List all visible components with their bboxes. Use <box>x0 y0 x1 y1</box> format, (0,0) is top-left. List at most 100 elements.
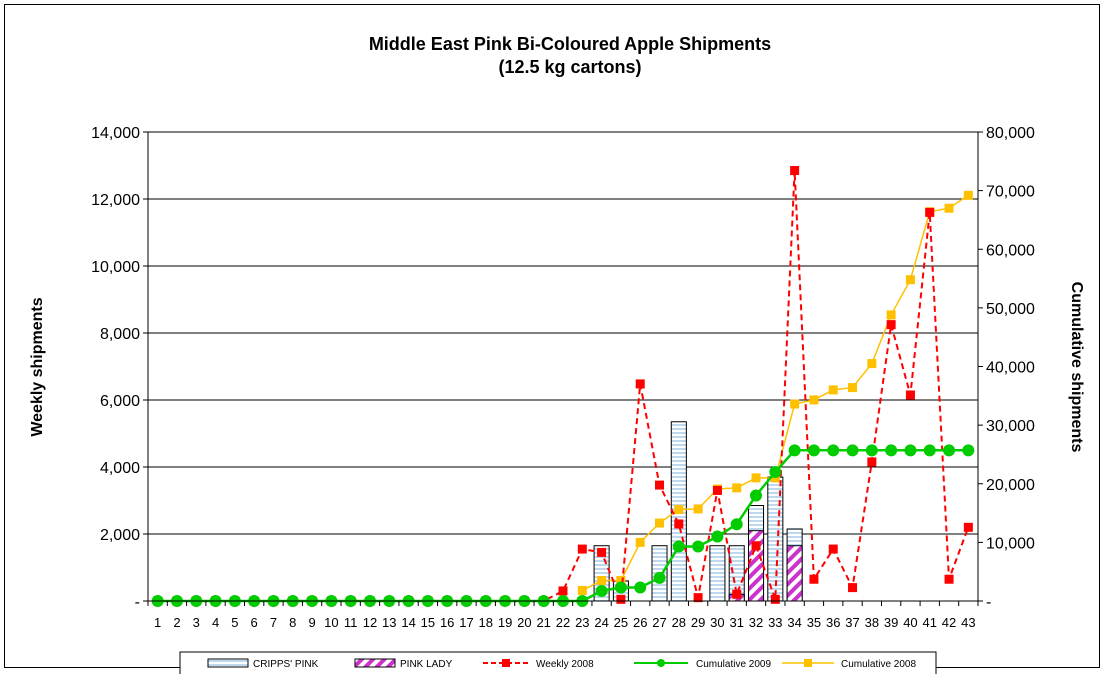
cumulative-2009-point <box>711 530 724 543</box>
weekly-2008-point <box>712 485 722 495</box>
x-tick-label: 5 <box>231 615 238 630</box>
bar-pink-lady <box>786 545 803 602</box>
x-tick-label: 20 <box>517 615 531 630</box>
cumulative-2009-point <box>885 444 898 457</box>
weekly-2008-point <box>635 379 645 389</box>
cumulative-2008-point <box>577 585 587 595</box>
cumulative-2008-point <box>790 399 800 409</box>
cumulative-2008-point <box>828 385 838 395</box>
y2-tick-label: 40,000 <box>986 360 1035 377</box>
cumulative-2008-point <box>655 518 665 528</box>
weekly-2008-point <box>770 594 780 604</box>
x-tick-label: 26 <box>633 615 647 630</box>
x-tick-label: 16 <box>440 615 454 630</box>
cumulative-2008-point <box>732 483 742 493</box>
x-tick-label: 10 <box>324 615 338 630</box>
cumulative-2009-point <box>672 540 685 553</box>
cumulative-2008-point <box>963 190 973 200</box>
legend-label-weekly-2008: Weekly 2008 <box>536 659 594 670</box>
legend-swatch-pink-lady <box>354 658 396 668</box>
x-tick-label: 8 <box>289 615 296 630</box>
x-tick-label: 2 <box>173 615 180 630</box>
x-tick-label: 40 <box>903 615 917 630</box>
weekly-2008-point <box>905 390 915 400</box>
weekly-2008-point <box>828 544 838 554</box>
y-tick-label: 2,000 <box>100 527 140 544</box>
x-tick-label: 1 <box>154 615 161 630</box>
weekly-2008-line <box>157 170 970 602</box>
cumulative-2009-point <box>653 571 666 584</box>
x-tick-label: 25 <box>614 615 628 630</box>
y-tick-label: 10,000 <box>91 259 140 276</box>
cumulative-2009-point <box>788 444 801 457</box>
legend-label-pink-lady: PINK LADY <box>400 659 453 670</box>
x-tick-label: 42 <box>942 615 956 630</box>
weekly-2008-point <box>693 593 703 603</box>
x-tick-label: 17 <box>459 615 473 630</box>
x-tick-label: 38 <box>865 615 879 630</box>
cumulative-2008-point <box>751 473 761 483</box>
x-tick-label: 35 <box>807 615 821 630</box>
cumulative-2009-point <box>923 444 936 457</box>
x-tick-label: 18 <box>479 615 493 630</box>
x-tick-label: 7 <box>270 615 277 630</box>
x-tick-label: 3 <box>193 615 200 630</box>
x-tick-label: 31 <box>729 615 743 630</box>
weekly-2008-point <box>577 544 587 554</box>
x-tick-label: 9 <box>308 615 315 630</box>
cumulative-2009-point <box>730 518 743 531</box>
weekly-2008-point <box>867 457 877 467</box>
x-tick-label: 6 <box>251 615 258 630</box>
legend-swatch-cripps-pink <box>207 658 249 668</box>
x-tick-label: 11 <box>344 615 358 630</box>
weekly-2008-point <box>963 522 973 532</box>
weekly-2008-point <box>558 586 568 596</box>
x-tick-label: 22 <box>556 615 570 630</box>
y-tick-label: 12,000 <box>91 192 140 209</box>
y-axis-label: Weekly shipments <box>29 297 46 436</box>
y2-tick-label: 80,000 <box>986 125 1035 142</box>
chart-subtitle: (12.5 kg cartons) <box>498 57 641 77</box>
weekly-2008-point <box>732 589 742 599</box>
x-tick-label: 30 <box>710 615 724 630</box>
y2-tick-label: 20,000 <box>986 477 1035 494</box>
y-tick-label: 6,000 <box>100 393 140 410</box>
x-tick-label: 41 <box>923 615 937 630</box>
weekly-2008-point <box>674 519 684 529</box>
bar-pink-lady <box>747 530 765 602</box>
y-tick-label: 4,000 <box>100 460 140 477</box>
legend-box <box>179 651 937 674</box>
cumulative-2009-point <box>943 444 956 457</box>
weekly-2008-point <box>925 207 935 217</box>
cumulative-2008-point <box>867 359 877 369</box>
cumulative-2008-point <box>597 575 607 585</box>
x-tick-label: 28 <box>672 615 686 630</box>
x-tick-label: 43 <box>961 615 975 630</box>
x-tick-label: 19 <box>498 615 512 630</box>
weekly-2008-point <box>848 583 858 593</box>
legend-marker-cumulative-2009 <box>657 659 665 667</box>
cumulative-2009-point <box>846 444 859 457</box>
y2-axis-label: Cumulative shipments <box>1068 282 1085 453</box>
x-tick-label: 27 <box>652 615 666 630</box>
cumulative-2009-point <box>634 581 647 594</box>
x-tick-label: 29 <box>691 615 705 630</box>
y2-tick-label: 50,000 <box>986 301 1035 318</box>
weekly-2008-point <box>944 574 954 584</box>
x-tick-label: 34 <box>787 615 801 630</box>
cumulative-2008-point <box>674 505 684 515</box>
legend-label-cumulative-2008: Cumulative 2008 <box>841 659 916 670</box>
cumulative-2008-point <box>905 275 915 285</box>
cumulative-2009-point <box>807 444 820 457</box>
cumulative-2009-line <box>157 449 969 603</box>
x-tick-label: 4 <box>212 615 219 630</box>
cumulative-2008-point <box>616 575 626 585</box>
x-tick-label: 12 <box>363 615 377 630</box>
x-tick-label: 15 <box>421 615 435 630</box>
cumulative-2008-point <box>944 203 954 213</box>
chart-title: Middle East Pink Bi-Coloured Apple Shipm… <box>369 34 771 54</box>
cumulative-2009-point <box>750 489 763 502</box>
cumulative-2009-point <box>595 585 608 598</box>
legend-marker-weekly-2008 <box>502 659 510 667</box>
